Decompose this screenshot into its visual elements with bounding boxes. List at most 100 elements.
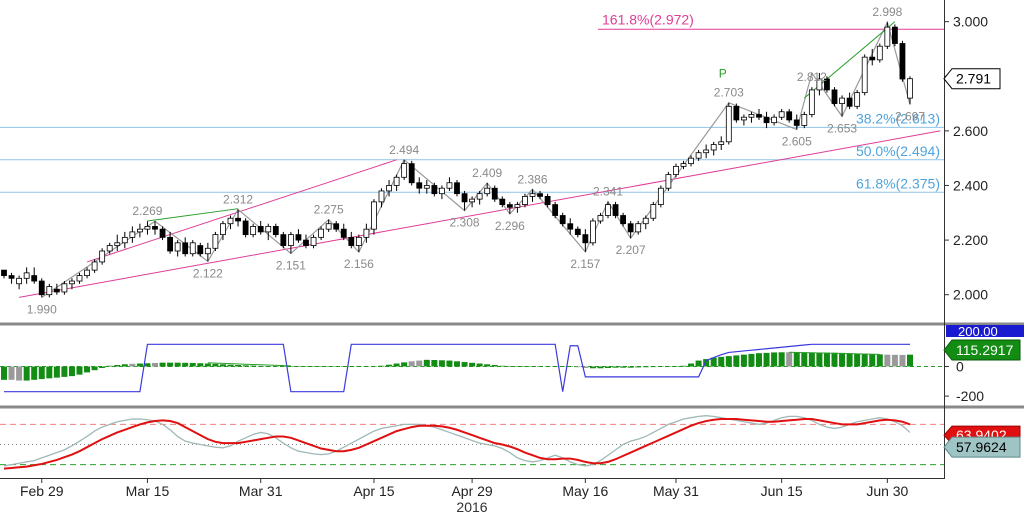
- histogram-panel: [0, 343, 944, 393]
- candle-body: [287, 234, 294, 246]
- histogram-bar: [899, 354, 906, 367]
- candle-body: [197, 245, 204, 255]
- price-tick-label: 2.400: [953, 177, 988, 193]
- histogram-bar: [559, 366, 566, 367]
- candle: [756, 109, 762, 120]
- candle: [280, 231, 287, 249]
- candle: [121, 231, 128, 249]
- candle-body: [53, 288, 60, 293]
- axes: 3.0002.8002.6002.4002.2002.0002.7910-200…: [0, 0, 1024, 499]
- candle: [695, 149, 702, 161]
- candle: [99, 248, 106, 265]
- candle-body: [8, 275, 15, 279]
- candle: [204, 242, 211, 262]
- candle: [106, 242, 113, 254]
- histogram-bar: [469, 362, 476, 367]
- candle-body: [257, 226, 264, 233]
- candle-body: [182, 242, 189, 255]
- histogram-bar: [378, 365, 385, 367]
- candle: [189, 240, 196, 257]
- candle: [582, 229, 589, 252]
- fib-label: 50.0%(2.494): [856, 143, 940, 159]
- histogram-bar: [891, 354, 898, 367]
- candle: [16, 275, 23, 290]
- candle-body: [69, 280, 75, 285]
- candle: [733, 103, 740, 123]
- candle-body: [597, 215, 604, 222]
- candle: [506, 201, 513, 214]
- candle-body: [680, 163, 687, 167]
- histogram-bar: [386, 364, 393, 367]
- pivot-label: 2.386: [517, 172, 547, 186]
- candle-body: [318, 228, 325, 238]
- histogram-bar: [250, 365, 257, 367]
- histogram-bar: [144, 363, 151, 367]
- fib-label: 38.2%(2.613): [856, 110, 940, 126]
- candle-body: [808, 89, 815, 115]
- histogram-bar: [793, 352, 800, 367]
- candle-body: [695, 152, 702, 159]
- histogram-bar: [756, 353, 762, 367]
- candle: [401, 159, 408, 181]
- candle-body: [650, 204, 657, 219]
- candle-body: [393, 176, 400, 186]
- candle-body: [657, 187, 664, 205]
- candle-body: [265, 226, 272, 233]
- candle: [529, 189, 536, 202]
- histogram-bar: [529, 366, 536, 367]
- pivot-label: 2.151: [276, 258, 306, 272]
- histogram-bar: [121, 364, 128, 367]
- histogram-bar: [446, 360, 453, 367]
- price-panel: 38.2%(2.613) 50.0%(2.494) 61.8%(2.375) 161.…: [0, 5, 944, 316]
- candle-body: [84, 269, 90, 276]
- candle-body: [23, 272, 30, 279]
- candle: [23, 267, 30, 284]
- candle-body: [627, 223, 634, 233]
- candle-body: [363, 228, 370, 238]
- histogram-bar: [1, 366, 7, 380]
- candle-body: [733, 105, 740, 121]
- candle-body: [514, 204, 521, 208]
- histogram-bar: [801, 352, 808, 367]
- candle-body: [371, 201, 377, 230]
- candle-body: [114, 242, 121, 246]
- candle: [38, 278, 45, 298]
- candle: [8, 272, 15, 284]
- candle-body: [386, 185, 392, 192]
- candle: [574, 226, 581, 238]
- histogram-bar: [68, 366, 75, 377]
- candle-body: [423, 185, 430, 189]
- candle-body: [189, 242, 196, 255]
- histogram-bar: [325, 366, 332, 367]
- candle-body: [544, 195, 551, 205]
- histogram-bar: [408, 361, 415, 367]
- candle-body: [99, 250, 106, 263]
- candle: [438, 185, 445, 200]
- histogram-bar: [416, 360, 423, 367]
- candle: [174, 240, 181, 257]
- candle: [725, 102, 732, 145]
- candle-body: [212, 234, 219, 249]
- candle-body: [250, 226, 257, 236]
- histogram-bar: [514, 366, 521, 367]
- candle-body: [537, 193, 543, 197]
- candle-body: [121, 236, 128, 244]
- pivot-label: 2.341: [593, 185, 623, 199]
- candle: [393, 174, 400, 191]
- candle-body: [46, 286, 53, 296]
- histogram-bar: [823, 352, 830, 367]
- histogram-bar: [537, 366, 544, 367]
- histogram-bar: [733, 355, 740, 367]
- fib-label: 61.8%(2.375): [856, 175, 940, 191]
- candle: [53, 283, 60, 295]
- candle: [786, 109, 793, 123]
- candle-body: [280, 234, 287, 246]
- histogram-bar: [506, 366, 513, 367]
- candle-body: [816, 78, 823, 91]
- price-tick-label: 2.000: [953, 287, 988, 303]
- pivot-label: 2.275: [314, 203, 344, 217]
- candle-body: [869, 56, 876, 61]
- candle-body: [136, 228, 143, 233]
- x-tick-label: Mar 15: [126, 483, 170, 499]
